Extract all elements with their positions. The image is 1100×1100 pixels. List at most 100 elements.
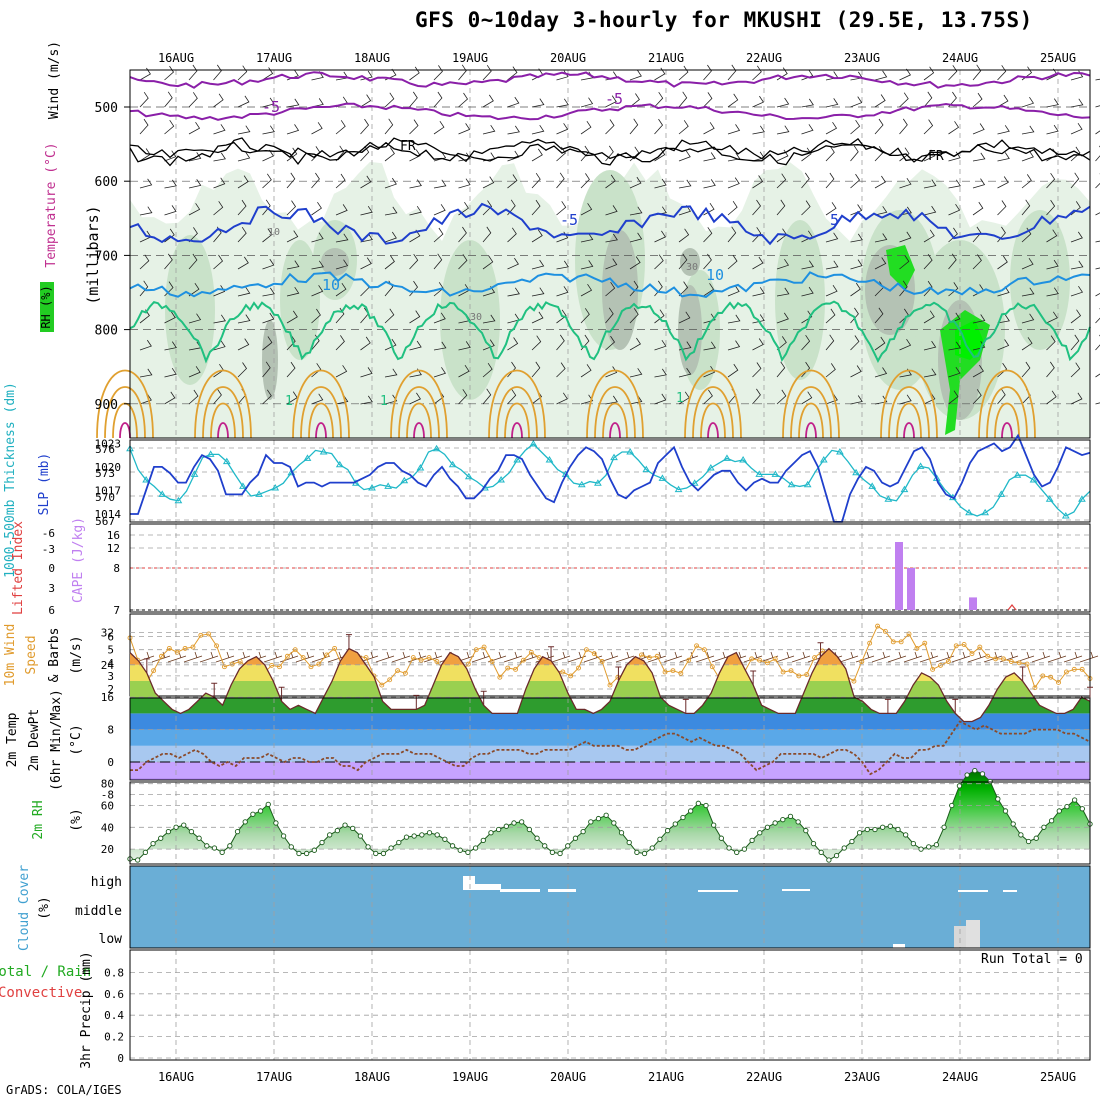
thickness-marker [642,465,651,473]
wind-barb [311,308,321,324]
rh-marker [864,826,870,833]
wind-barb [580,364,592,378]
wind-barb [164,228,175,243]
wind-barb [188,253,198,270]
wind-barb [629,69,642,81]
wind10-marker [182,645,188,651]
wind-barb [384,206,398,216]
wind-barb [1021,174,1032,189]
bottom-day-label: 22AUG [746,1070,782,1084]
thickness-marker [997,490,1006,497]
wind-barb [360,94,372,108]
wind-barb [360,70,373,81]
thickness-tick-label: 573 [95,467,115,480]
wind-barb [139,339,152,351]
wind10-marker [190,644,196,650]
wind-barb [899,68,911,81]
top-day-label: 17AUG [256,51,292,65]
cape-bar [969,597,977,610]
wind-barb [188,92,198,108]
wind-barb [188,203,201,216]
wind-barb [311,260,324,270]
wind-barb [727,314,741,324]
cloud-mark [698,890,738,892]
wind10-marker [780,669,786,675]
wind-barb [923,310,935,324]
wind-barb [629,368,643,378]
wind-barb [262,149,274,162]
wind-barb [384,394,398,405]
wind10-marker [914,645,920,651]
wind-tick-label: 6 [107,631,114,644]
rh-marker [419,832,425,838]
wind-barb [507,361,517,378]
wind-barb [384,368,398,378]
wind-barb [213,177,226,189]
cape-axis-label: CAPE (J/kg) [71,517,86,603]
wind10-barb [663,651,683,663]
wind-barb [531,199,541,216]
wind-barb [262,336,273,351]
wind10-marker [1063,669,1069,675]
wind10-marker [418,657,424,663]
wind10-barb [503,651,523,663]
wind10-marker [922,640,928,646]
thickness-tick-label: 567 [95,515,115,528]
wind-barb [580,203,593,216]
wind-barb [874,307,884,324]
wind10-marker [332,645,338,651]
wind-barb [923,119,934,135]
rh-marker [757,830,763,836]
rh-shade-mid [165,235,215,385]
rh-marker [956,783,963,789]
wind-barb [850,233,863,243]
panel-frame [129,949,1091,1061]
thickness-marker [464,472,473,480]
wind-barb [923,179,937,189]
wind10-marker [875,623,880,629]
wind10-barb [983,651,1003,663]
cape-tick-label: 16 [107,529,120,542]
wind10-barb [167,651,187,663]
wind-barb [654,91,664,108]
thickness-marker [674,485,683,493]
top-day-label: 20AUG [550,51,586,65]
rh-marker [465,849,471,856]
pressure-tick-label: 600 [95,175,118,190]
wind10-marker [465,661,471,667]
pressure-tick-label: 700 [95,249,118,264]
wind-barb [482,388,492,405]
wind-barb [801,172,810,189]
wind10-marker [520,657,526,663]
wind-barb [850,365,862,378]
wind-barb [923,368,937,378]
wind-barb [580,283,593,297]
wind-barb [164,341,177,351]
wind-barb [360,367,373,378]
temp-line-warm [798,402,824,439]
thickness-marker [965,508,973,516]
rh-marker [1064,803,1070,810]
wind-barb [605,95,617,108]
rh-marker [265,801,271,808]
bottom-day-label: 17AUG [256,1070,292,1084]
temp-line-warm [398,386,440,439]
bottom-day-label: 16AUG [158,1070,194,1084]
temp-line-warm [96,369,154,439]
temp-line-hot [119,422,131,439]
wind-barb [531,361,541,378]
wind-barb [605,366,618,378]
wind-barb [458,123,471,135]
rh-marker [795,819,801,825]
rh-marker [488,830,494,836]
cloud-mark [782,889,810,891]
thickness-marker [239,482,247,489]
rh-marker [327,832,333,838]
thickness-marker [852,468,860,476]
wind-barb [727,254,738,270]
wind-barb [139,254,150,270]
wind-barb [384,308,395,324]
precip-tick-label: 0.6 [104,988,124,1001]
thickness-marker [723,454,731,461]
temp-line-warm [684,369,742,439]
